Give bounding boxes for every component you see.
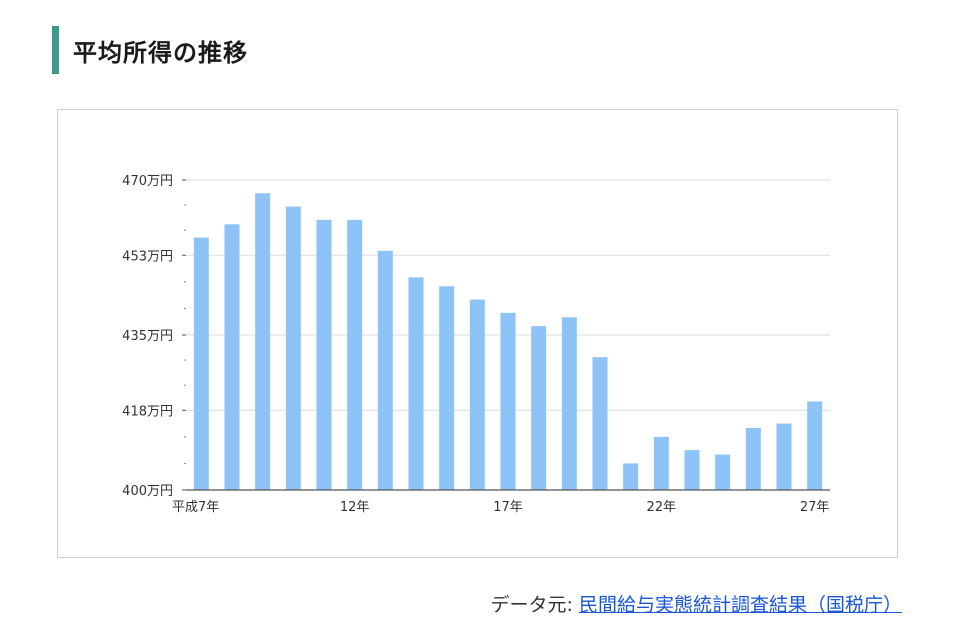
- y-tick-label: 435万円: [122, 329, 173, 344]
- bar-平成7年: [193, 237, 209, 490]
- bar-17年: [500, 312, 516, 490]
- y-tick-label: 418万円: [122, 404, 173, 419]
- x-tick-label: 平成7年: [172, 500, 219, 515]
- bar-20年: [592, 357, 608, 490]
- bar-8年: [224, 224, 240, 490]
- bar-15年: [439, 286, 455, 490]
- bar-27年: [807, 401, 823, 490]
- bar-26年: [776, 423, 792, 490]
- y-tick-label: 400万円: [122, 484, 173, 499]
- y-tick-label: 470万円: [122, 174, 173, 189]
- bar-10年: [285, 206, 301, 491]
- x-tick-label: 12年: [340, 500, 370, 515]
- source-link[interactable]: 民間給与実態統計調査結果（国税庁）: [578, 594, 902, 616]
- section-heading: 平均所得の推移: [52, 26, 248, 74]
- bar-23年: [684, 450, 700, 490]
- bar-21年: [623, 463, 639, 490]
- bar-13年: [377, 250, 393, 490]
- bar-18年: [531, 326, 547, 490]
- source-label: データ元:: [490, 594, 573, 616]
- x-tick-label: 22年: [647, 500, 677, 515]
- chart-frame: 400万円 418万円 435万円 453万円 470万円平成7年 12年 17年 22年 27…: [57, 109, 898, 558]
- bar-11年: [316, 219, 332, 490]
- bar-16年: [469, 299, 485, 490]
- bar-22年: [653, 436, 669, 490]
- bar-9年: [255, 193, 271, 490]
- y-tick-label: 453万円: [122, 249, 173, 264]
- bar-25年: [745, 428, 761, 490]
- source-credit: データ元: 民間給与実態統計調査結果（国税庁）: [491, 590, 902, 617]
- bar-14年: [408, 277, 424, 490]
- page-title: 平均所得の推移: [73, 38, 248, 67]
- bar-19年: [561, 317, 577, 490]
- bar-12年: [347, 219, 363, 490]
- x-tick-label: 27年: [800, 500, 830, 515]
- x-tick-label: 17年: [493, 500, 523, 515]
- heading-accent-bar: [52, 26, 59, 74]
- bar-24年: [715, 454, 731, 490]
